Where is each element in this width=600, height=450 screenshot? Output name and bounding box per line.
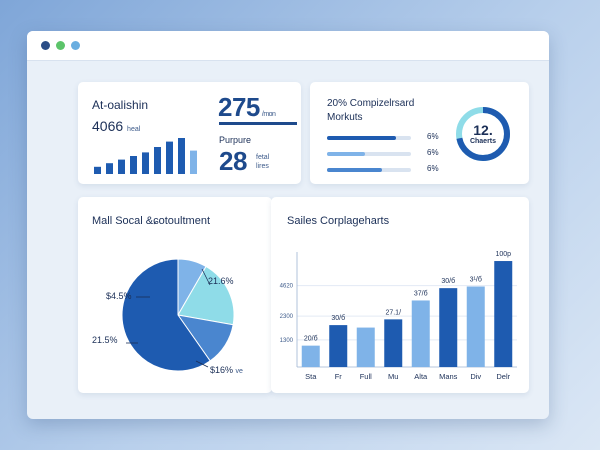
bar-data-label: 37/б [414,289,428,297]
pie-label-top-left: $4.5% [106,291,132,301]
pie-label-bottom-left: 21.5% [92,335,118,345]
progress-title: 20% Compizelrsard [327,98,415,109]
y-tick-label: 2300 [280,314,294,320]
mini-bar [178,138,185,174]
bar-data-label: 100р [495,251,511,258]
sales-chart-title: Sailes Corplageharts [287,215,390,227]
big-value-number: 275 [218,92,260,122]
bar-data-label: 30/б [331,314,345,322]
progress-row: 6% [327,148,439,162]
pie-title: Mall Socal &ɕotoultment [92,215,210,227]
progress-fill [327,136,396,140]
x-tick-label: Sta [305,372,317,381]
second-value-unit-2: lires [256,163,269,170]
progress-subtitle: Morkuts [327,112,363,123]
pie-label-bottom-right-suffix: ve [235,368,243,375]
progress-track [327,168,411,172]
close-dot-icon[interactable] [41,41,50,50]
x-tick-label: Fr [335,372,343,381]
pie-chart [121,258,235,372]
donut-chart [456,107,510,161]
x-tick-label: Mans [439,372,458,381]
pie-label-bottom-right-value: $16% [210,365,234,375]
bar-data-label: 27.1/ [385,309,401,316]
big-value: 275/mon [218,92,276,123]
mini-bar [106,163,113,174]
pie-slice-cyan [177,265,235,326]
bar-data-label: 20/б [304,335,318,343]
pie-leader-line [201,268,211,286]
big-value-unit: /mon [261,111,276,118]
pie-card: Mall Socal &ɕotoultment $4.5% 21.6% 21.5… [78,197,272,393]
stats-card: At-oalishin 4066 heal 275/mon Purpure 28… [78,82,301,184]
progress-label: 6% [427,132,439,141]
progress-list: 6% 6% 6% [327,132,439,180]
y-tick-label: 1300 [280,338,294,344]
mini-bar [190,150,197,174]
maximize-dot-icon[interactable] [56,41,65,50]
stats-value-number: 4066 [92,118,124,134]
pie-label-bottom-right: $16% ve [210,365,243,375]
second-value: 28 [219,146,247,176]
sales-bar [384,319,403,367]
stats-title: At-oalishin [92,98,149,112]
x-tick-label: Delr [496,372,510,381]
mini-bar [118,159,125,174]
big-value-underline [219,122,297,125]
y-tick-label: 4620 [280,284,294,290]
progress-row: 6% [327,164,439,178]
stats-value: 4066 heal [92,118,140,134]
sales-bar [411,300,430,367]
sales-bar [466,286,485,367]
sales-bar [301,345,320,367]
pie-slice-dark [121,258,211,372]
donut-value: 12. [473,122,493,138]
window-titlebar [27,31,549,61]
mini-bar [154,147,161,174]
pie-label-top-right: 21.6% [208,276,234,286]
sales-bar [439,288,458,367]
pie-leader-line [195,360,209,368]
minimize-dot-icon[interactable] [71,41,80,50]
mini-bar [166,141,173,174]
x-tick-label: Mu [388,372,398,381]
mini-bar [130,156,137,174]
progress-label: 6% [427,148,439,157]
progress-row: 6% [327,132,439,146]
donut-label: Chaerts [469,138,497,145]
bar-data-label: 3¹/б [470,276,482,284]
sales-bar [329,325,348,367]
mini-bar [94,166,101,174]
sales-bar [494,261,513,367]
mini-bar-chart [94,138,197,174]
x-tick-label: Alta [414,372,428,381]
progress-track [327,136,411,140]
sales-chart-card: Sailes Corplageharts 1300 2300 4620 20/б Sta… [271,197,529,393]
sales-bar-chart: 1300 2300 4620 20/б Sta 30/б Fr Full 27.1/Mu 37/б… [280,251,517,381]
x-tick-label: Div [470,372,481,381]
progress-track [327,152,411,156]
mini-bar [142,152,149,174]
progress-fill [327,152,365,156]
bar-data-label: 30/б [441,277,455,285]
sub-label: Purpure [219,135,252,145]
progress-card: 20% Compizelrsard Morkuts 6% 6% 6% 12. Cha… [310,82,529,184]
progress-fill [327,168,382,172]
progress-label: 6% [427,164,439,173]
app-window: At-oalishin 4066 heal 275/mon Purpure 28… [27,31,549,419]
sales-bar [356,327,375,367]
second-value-unit-1: fetal [256,154,270,161]
x-tick-label: Full [360,372,372,381]
donut-fill [456,107,510,161]
stats-value-unit: heal [127,126,141,133]
